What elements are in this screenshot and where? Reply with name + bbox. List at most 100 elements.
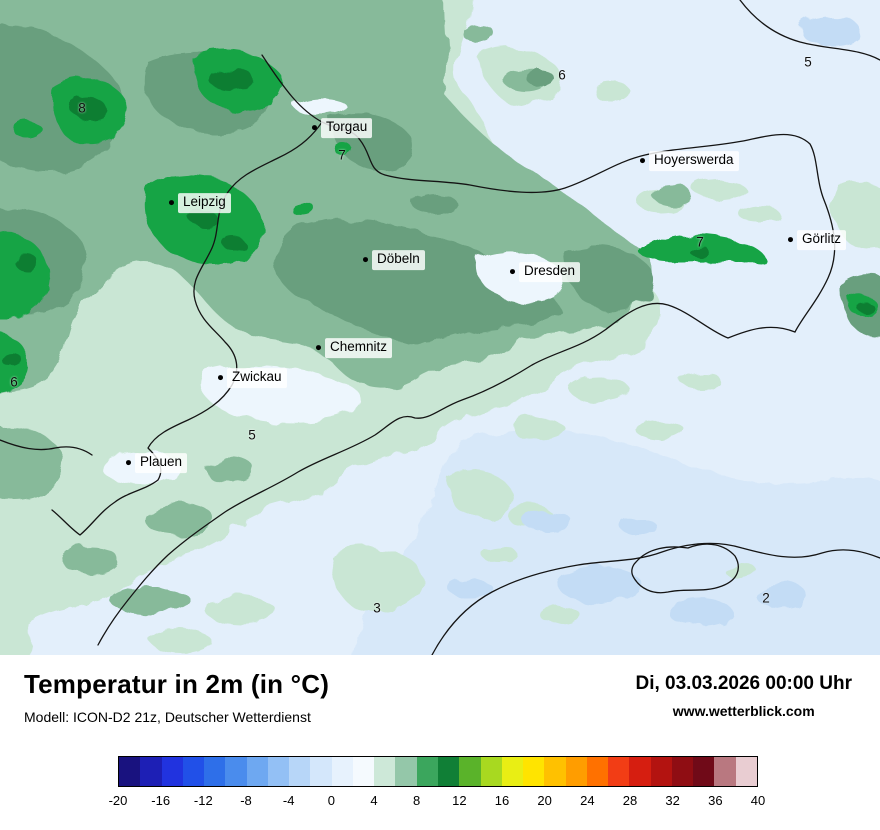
colorbar-segment — [140, 757, 162, 786]
border-czech — [97, 302, 796, 646]
colorbar-tick-label: -16 — [151, 793, 171, 808]
colorbar-tick-label: 40 — [750, 793, 766, 808]
colorbar-tick-label: 16 — [494, 793, 510, 808]
city-marker-dresden: Dresden — [510, 262, 581, 282]
city-marker-grlitz: Görlitz — [788, 230, 847, 250]
colorbar-segment — [565, 757, 587, 786]
map-overlay: Torgau Leipzig Hoyerswerda Döbeln Dresden Gör… — [10, 54, 847, 616]
datetime-label: Di, 03.03.2026 00:00 Uhr — [635, 673, 852, 694]
temperature-value-label: 6 — [558, 67, 566, 83]
border-south — [431, 542, 880, 655]
city-marker-dbeln: Döbeln — [363, 250, 425, 270]
temperature-value-label: 7 — [338, 147, 346, 163]
colorbar-segment — [119, 757, 141, 786]
city-dot-icon — [316, 345, 321, 351]
city-dot-icon — [363, 257, 368, 263]
colorbar-segment — [735, 757, 757, 786]
colorbar-segment — [459, 757, 481, 786]
colorbar-segment — [586, 757, 609, 786]
colorbar-segment — [671, 757, 694, 786]
colorbar-segment — [246, 757, 268, 786]
temperature-value-label: 2 — [762, 590, 770, 606]
colorbar-segment — [352, 757, 375, 786]
colorbar-segment — [182, 757, 205, 786]
colorbar-tick-label: 20 — [537, 793, 552, 808]
colorbar-segment — [267, 757, 290, 786]
city-marker-zwickau: Zwickau — [218, 368, 287, 388]
colorbar-segment — [650, 757, 672, 786]
colorbar-ticks: -20 -16 -12 -8 -4 0 4 8 12 16 20 24 28 32 36 40 — [109, 793, 766, 811]
colorbar-segment — [714, 757, 736, 786]
city-marker-chemnitz: Chemnitz — [316, 338, 393, 358]
temperature-map-svg — [0, 0, 880, 655]
website-label: www.wetterblick.com — [672, 703, 815, 719]
colorbar-tick-label: 4 — [370, 793, 378, 808]
colorbar-segment — [161, 757, 183, 786]
city-marker-leipzig: Leipzig — [169, 193, 231, 213]
colorbar-tick-label: 0 — [327, 793, 335, 808]
temperature-value-label: 3 — [373, 600, 381, 616]
colorbar-tick-label: -8 — [240, 793, 252, 808]
map-area: Torgau Leipzig Hoyerswerda Döbeln Dresden Gör… — [0, 0, 880, 655]
city-marker-torgau: Torgau — [312, 118, 373, 138]
temperature-value-label: 6 — [10, 374, 18, 390]
city-label: Döbeln — [372, 250, 425, 270]
colorbar-tick-label: 12 — [452, 793, 467, 808]
city-label: Zwickau — [227, 368, 287, 388]
temperature-value-label: 5 — [804, 54, 812, 70]
colorbar-segment — [523, 757, 545, 786]
temperature-value-label: 5 — [248, 427, 256, 443]
colorbar-segment — [501, 757, 524, 786]
city-marker-plauen: Plauen — [126, 453, 188, 473]
colorbar-segments — [118, 756, 758, 787]
colorbar-tick-label: -12 — [193, 793, 213, 808]
temperature-regions — [0, 0, 880, 655]
city-dot-icon — [312, 125, 317, 131]
colorbar-tick-label: 8 — [413, 793, 421, 808]
temperature-value-label: 7 — [696, 234, 704, 250]
city-label: Torgau — [321, 118, 373, 138]
colorbar-segment — [289, 757, 311, 786]
info-panel: Temperatur in 2m (in °C) Modell: ICON-D2… — [0, 655, 880, 830]
colorbar-segment — [374, 757, 396, 786]
model-label: Modell: ICON-D2 21z, Deutscher Wetterdie… — [24, 709, 311, 725]
colorbar-tick-label: 24 — [580, 793, 595, 808]
colorbar-tick-label: 28 — [622, 793, 638, 808]
colorbar-segment — [693, 757, 715, 786]
colorbar-segment — [331, 757, 353, 786]
border-enclave — [631, 543, 739, 594]
colorbar-segment — [395, 757, 417, 786]
city-label: Leipzig — [178, 193, 231, 213]
colorbar-segment — [544, 757, 566, 786]
colorbar-segment — [437, 757, 460, 786]
city-dot-icon — [218, 375, 223, 381]
city-marker-hoyerswerda: Hoyerswerda — [640, 151, 739, 171]
city-label: Görlitz — [797, 230, 847, 250]
colorbar-segment — [608, 757, 630, 786]
datetime-block: Di, 03.03.2026 00:00 Uhr www.wetterblick… — [635, 673, 852, 719]
map-title: Temperatur in 2m (in °C) — [24, 669, 330, 699]
city-dot-icon — [510, 269, 515, 275]
colorbar-segment — [629, 757, 651, 786]
city-dot-icon — [640, 158, 645, 164]
city-label: Chemnitz — [325, 338, 393, 358]
city-label: Plauen — [135, 453, 188, 473]
border-left-segment — [0, 439, 93, 456]
colorbar-tick-label: -20 — [108, 793, 128, 808]
colorbar-tick-label: 36 — [708, 793, 723, 808]
border-north-east — [261, 54, 836, 333]
city-dot-icon — [126, 460, 131, 466]
city-label: Dresden — [519, 262, 581, 282]
city-dot-icon — [788, 237, 793, 243]
colorbar-segment — [310, 757, 332, 786]
colorbar-segment — [204, 757, 226, 786]
colorbar-segment — [416, 757, 438, 786]
city-label: Hoyerswerda — [649, 151, 739, 171]
border-top-right-segment — [739, 0, 880, 61]
temperature-value-label: 8 — [78, 100, 86, 116]
colorbar-tick-label: 32 — [665, 793, 680, 808]
colorbar-segment — [225, 757, 247, 786]
city-dot-icon — [169, 200, 174, 206]
colorbar-segment — [480, 757, 502, 786]
